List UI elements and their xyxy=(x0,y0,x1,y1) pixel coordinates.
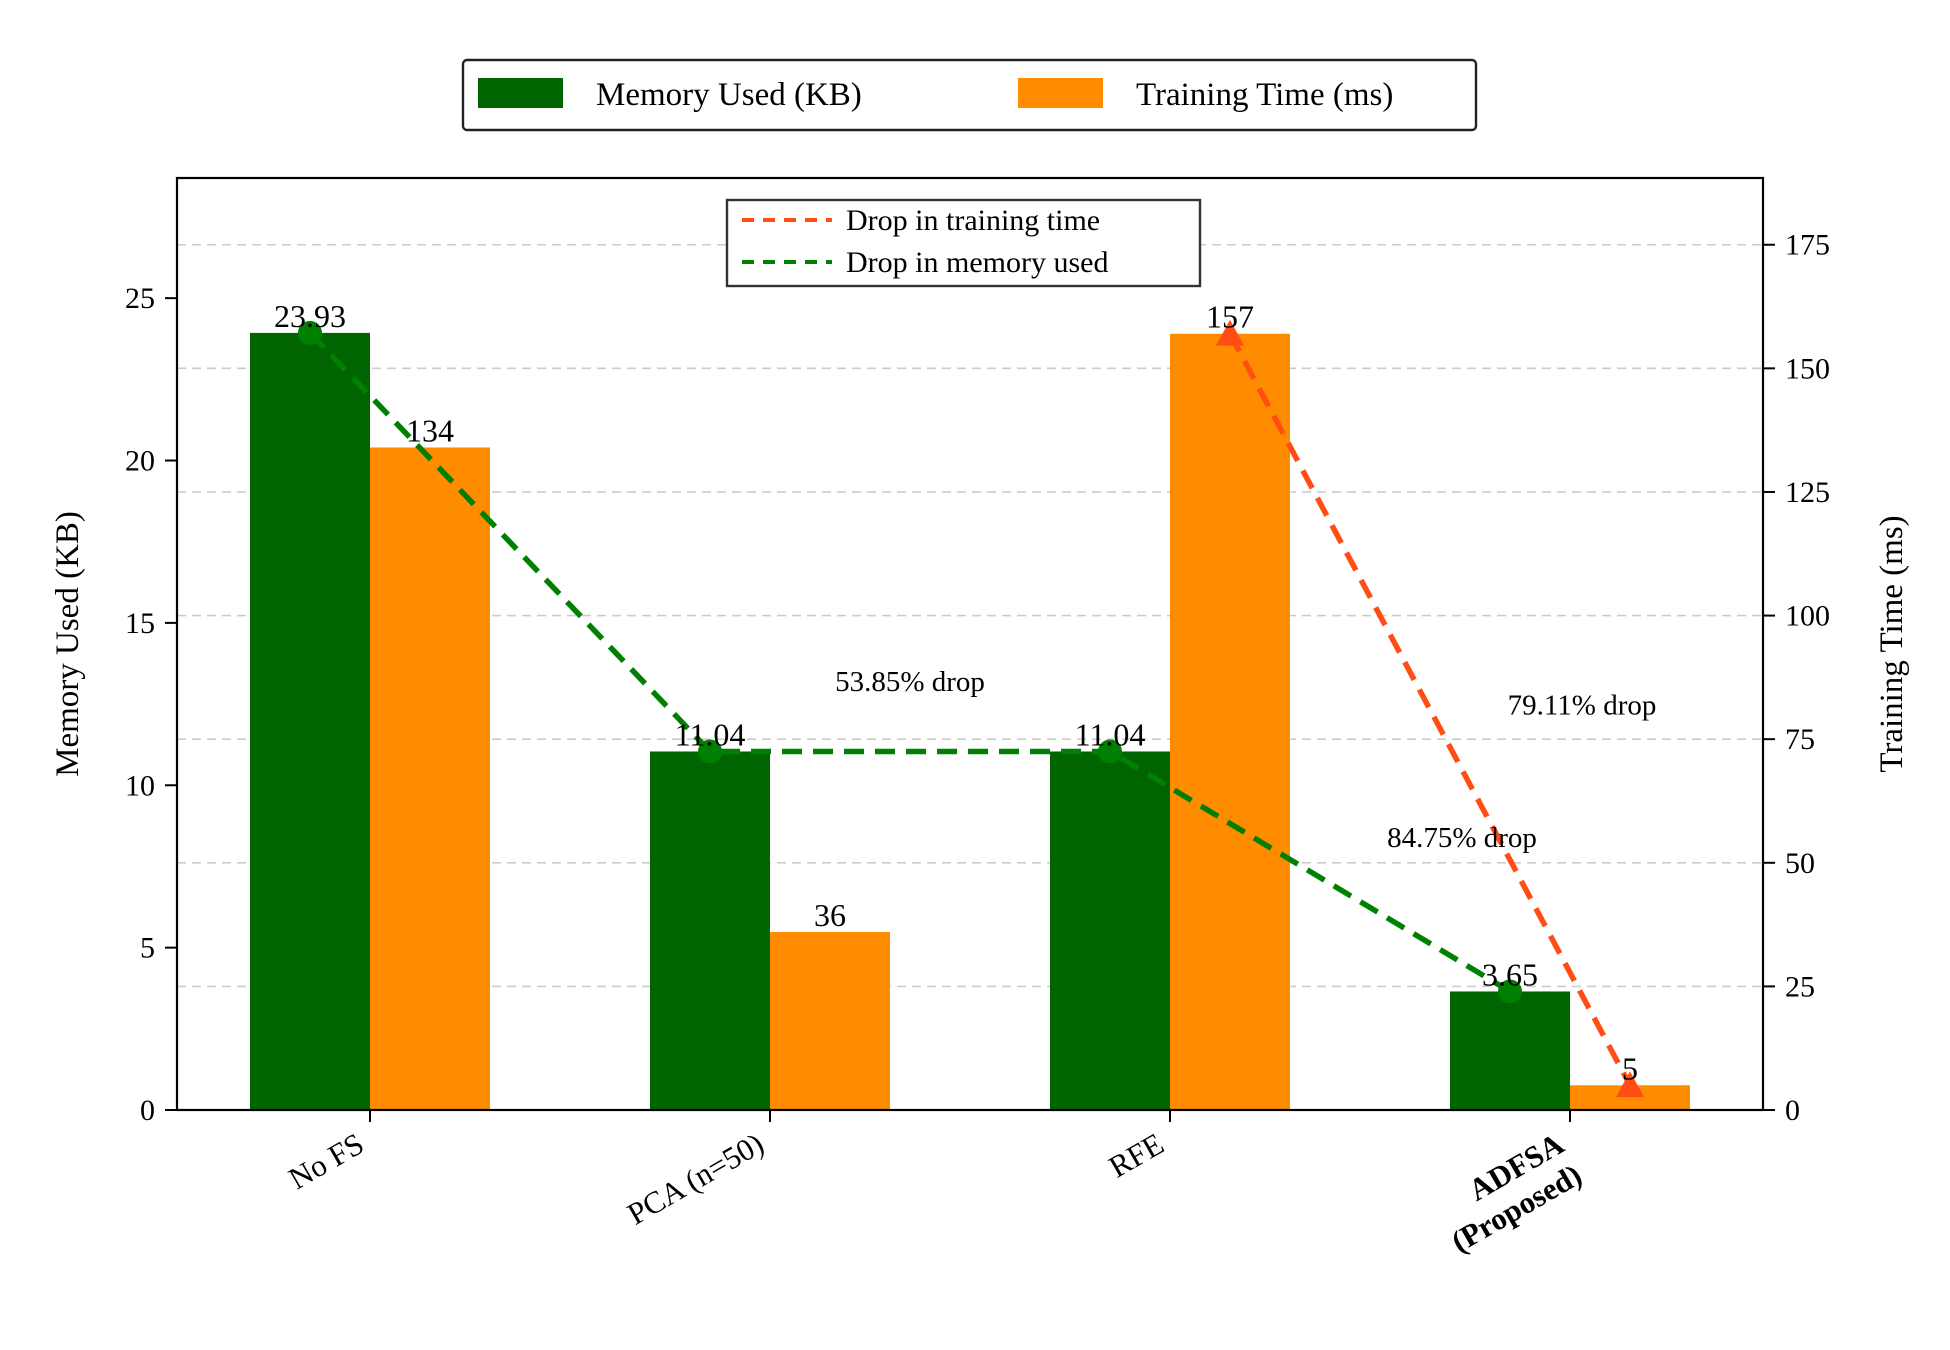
left-tick-label: 0 xyxy=(140,1094,155,1127)
memory-drop-marker xyxy=(698,739,722,764)
category-label-line: No FS xyxy=(283,1126,370,1196)
legend-label: Memory Used (KB) xyxy=(596,77,862,113)
left-tick-label: 5 xyxy=(140,932,155,965)
value-label: 11.04 xyxy=(675,716,746,752)
legend-inner: Drop in training time Drop in memory used xyxy=(725,198,1202,288)
legend-top: Memory Used (KB) Training Time (ms) xyxy=(461,58,1478,132)
legend-inner-label: Drop in training time xyxy=(846,204,1100,237)
category-label: PCA (n=50) xyxy=(621,1126,769,1232)
category-label: ADFSA(Proposed) xyxy=(1427,1125,1588,1259)
drop-lines xyxy=(298,319,1644,1098)
category-label-line: RFE xyxy=(1103,1126,1170,1185)
drop-annotation: 84.75% drop xyxy=(1387,822,1537,854)
left-tick-label: 10 xyxy=(125,769,155,802)
time-drop-marker xyxy=(1216,319,1244,346)
right-tick-label: 0 xyxy=(1785,1094,1800,1127)
bar-time-0 xyxy=(370,447,490,1110)
bar-memory-2 xyxy=(1050,751,1170,1110)
value-label: 134 xyxy=(406,412,454,448)
plot-frame xyxy=(175,176,1765,1112)
left-tick-label: 25 xyxy=(125,282,155,315)
time-drop-marker xyxy=(1616,1071,1644,1098)
time-drop-line xyxy=(1227,332,1633,1087)
drop-annotation: 53.85% drop xyxy=(835,666,985,698)
right-tick-label: 25 xyxy=(1785,970,1815,1003)
right-tick-label: 175 xyxy=(1785,229,1830,262)
right-axis-title: Training Time (ms) xyxy=(1874,515,1910,772)
bar-memory-3 xyxy=(1450,991,1570,1110)
value-label: 5 xyxy=(1622,1050,1638,1086)
category-label: RFE xyxy=(1103,1126,1170,1185)
memory-drop-marker xyxy=(1098,739,1122,764)
bar-marks xyxy=(250,332,1690,1110)
memory-drop-marker xyxy=(1498,979,1522,1004)
right-tick-label: 125 xyxy=(1785,476,1830,509)
value-label: 11.04 xyxy=(1075,716,1146,752)
category-label: No FS xyxy=(283,1126,370,1196)
plot-border xyxy=(175,176,1765,1112)
value-label: 23.93 xyxy=(274,298,346,334)
memory-drop-line xyxy=(308,331,1512,994)
bar-memory-1 xyxy=(650,751,770,1110)
bar-time-2 xyxy=(1170,333,1290,1110)
legend-top-box xyxy=(461,58,1478,132)
legend-inner-label: Drop in memory used xyxy=(846,246,1108,279)
legend-label: Training Time (ms) xyxy=(1136,77,1393,113)
left-axis-title: Memory Used (KB) xyxy=(50,511,86,777)
category-label-line: PCA (n=50) xyxy=(621,1126,769,1232)
value-label: 157 xyxy=(1206,299,1254,335)
memory-drop-marker xyxy=(298,320,322,345)
value-label: 36 xyxy=(814,897,846,933)
value-label: 3.65 xyxy=(1482,956,1538,992)
left-tick-label: 15 xyxy=(125,607,155,640)
legend-inner-box xyxy=(725,198,1202,288)
bar-time-1 xyxy=(770,932,890,1110)
left-tick-label: 20 xyxy=(125,445,155,478)
bar-memory-0 xyxy=(250,332,370,1110)
right-tick-label: 100 xyxy=(1785,600,1830,633)
data-labels: 23.93 11.04 11.04 3.65 134 36 157 5 53.85% drop 8… xyxy=(274,298,1656,1086)
legend-swatch xyxy=(1018,78,1103,108)
legend-swatch xyxy=(478,78,563,108)
right-tick-label: 75 xyxy=(1785,723,1815,756)
drop-annotation: 79.11% drop xyxy=(1508,689,1657,721)
right-tick-label: 50 xyxy=(1785,847,1815,880)
right-tick-label: 150 xyxy=(1785,352,1830,385)
